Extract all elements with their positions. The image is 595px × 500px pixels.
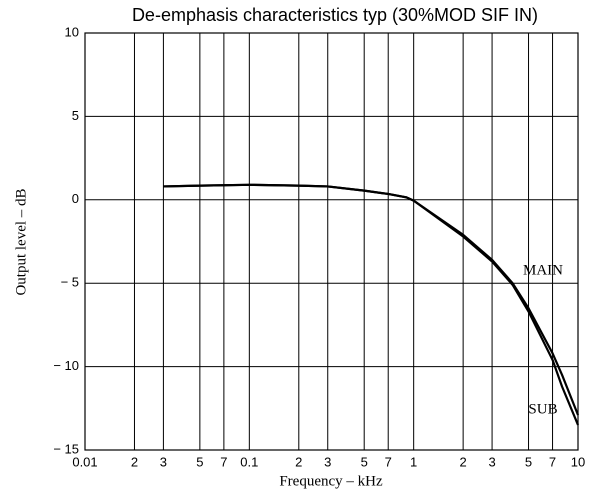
y-tick-label: 5 — [72, 108, 79, 123]
x-tick-label: 7 — [549, 454, 556, 469]
plot-frame — [84, 32, 579, 451]
y-tick-label: − 10 — [53, 358, 79, 373]
data-line — [163, 183, 580, 426]
x-tick-label: 5 — [196, 454, 203, 469]
x-tick-label: 1 — [410, 454, 417, 469]
x-tick-label: 3 — [488, 454, 495, 469]
x-axis-title: Frequency – kHz — [279, 473, 383, 489]
x-tick-label: 2 — [295, 454, 302, 469]
x-tick-label: 7 — [220, 454, 227, 469]
data-line — [163, 183, 580, 416]
x-tick-label: 2 — [460, 454, 467, 469]
x-tick-label: 3 — [324, 454, 331, 469]
y-tick-label: 10 — [65, 24, 79, 39]
x-tick-label: 7 — [385, 454, 392, 469]
series-label: SUB — [528, 401, 557, 417]
x-tick-label: 2 — [131, 454, 138, 469]
y-tick-label: − 5 — [61, 275, 79, 290]
x-tick-label: 0.1 — [240, 454, 258, 469]
chart-title: De-emphasis characteristics typ (30%MOD … — [132, 5, 538, 25]
x-tick-label: 5 — [361, 454, 368, 469]
y-tick-label: 0 — [72, 191, 79, 206]
y-tick-label: − 15 — [53, 441, 79, 456]
x-tick-label: 3 — [160, 454, 167, 469]
series-label: MAIN — [523, 262, 563, 278]
x-tick-label: 5 — [525, 454, 532, 469]
y-axis-title: Output level – dB — [13, 188, 29, 295]
x-tick-label: 10 — [571, 454, 585, 469]
x-tick-label: 0.01 — [72, 454, 97, 469]
